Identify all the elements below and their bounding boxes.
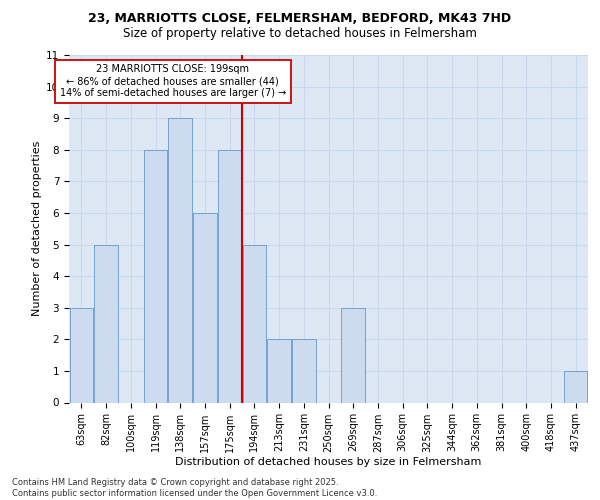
- Bar: [218, 150, 241, 403]
- Bar: [193, 213, 217, 402]
- Bar: [70, 308, 93, 402]
- Bar: [169, 118, 192, 403]
- Text: 23, MARRIOTTS CLOSE, FELMERSHAM, BEDFORD, MK43 7HD: 23, MARRIOTTS CLOSE, FELMERSHAM, BEDFORD…: [88, 12, 512, 26]
- Bar: [292, 340, 316, 402]
- Bar: [242, 244, 266, 402]
- Bar: [144, 150, 167, 403]
- Text: Size of property relative to detached houses in Felmersham: Size of property relative to detached ho…: [123, 28, 477, 40]
- X-axis label: Distribution of detached houses by size in Felmersham: Distribution of detached houses by size …: [175, 457, 482, 467]
- Bar: [564, 371, 587, 402]
- Text: 23 MARRIOTTS CLOSE: 199sqm
← 86% of detached houses are smaller (44)
14% of semi: 23 MARRIOTTS CLOSE: 199sqm ← 86% of deta…: [59, 64, 286, 98]
- Y-axis label: Number of detached properties: Number of detached properties: [32, 141, 42, 316]
- Text: Contains HM Land Registry data © Crown copyright and database right 2025.
Contai: Contains HM Land Registry data © Crown c…: [12, 478, 377, 498]
- Bar: [94, 244, 118, 402]
- Bar: [268, 340, 291, 402]
- Bar: [341, 308, 365, 402]
